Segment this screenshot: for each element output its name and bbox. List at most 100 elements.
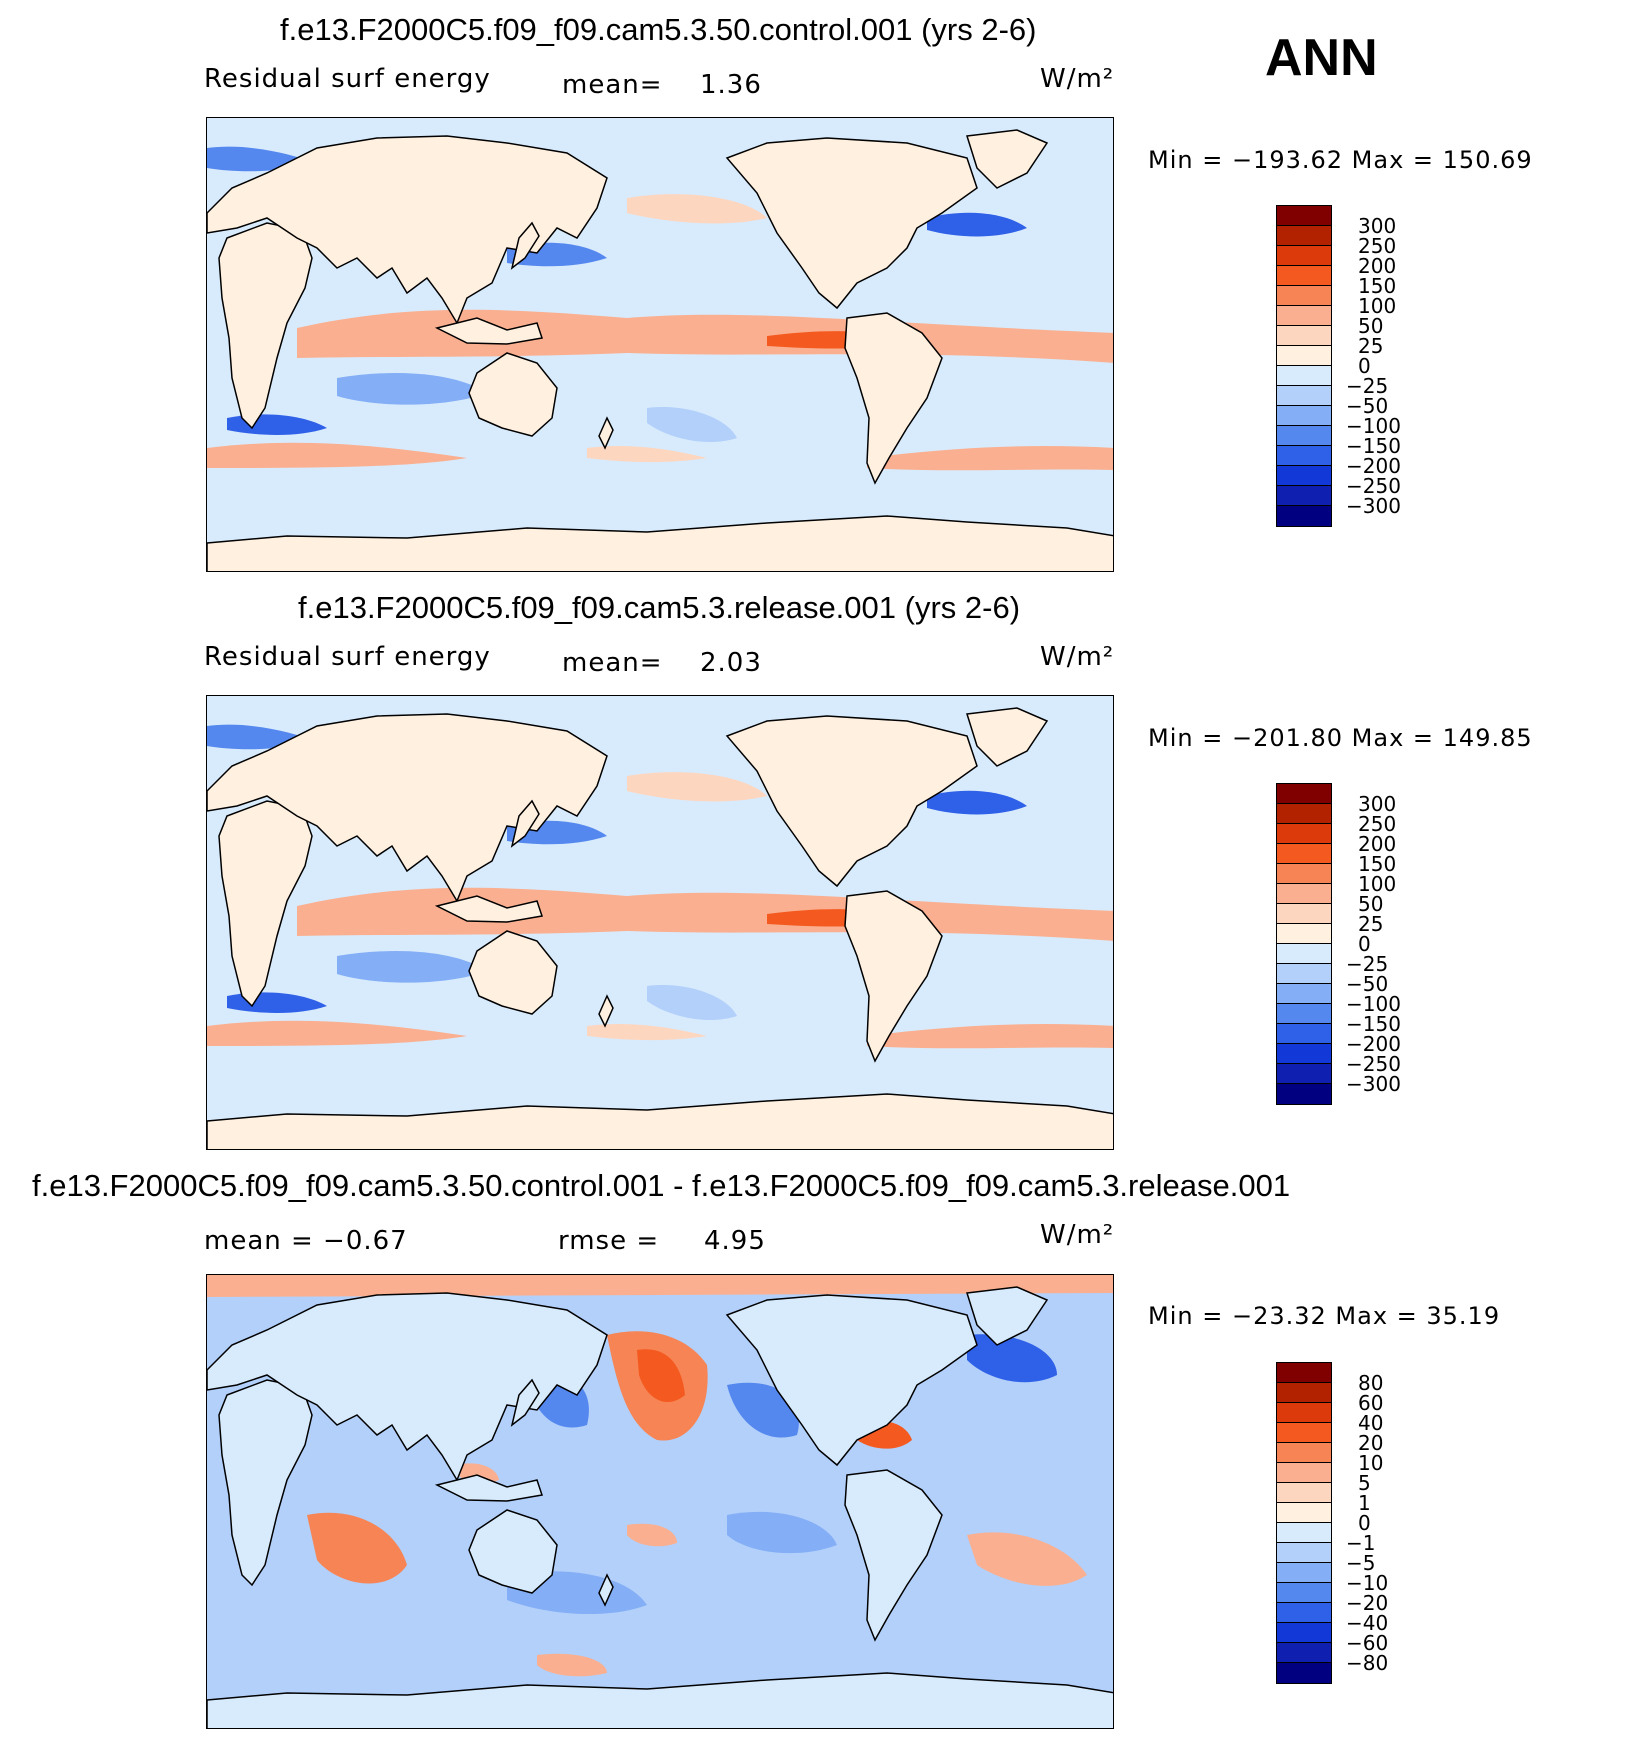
season-label: ANN bbox=[1265, 29, 1378, 87]
colorbar-tick-label: −50 bbox=[1346, 972, 1389, 996]
colorbar-tick-label: 50 bbox=[1358, 892, 1384, 916]
colorbar-swatch bbox=[1277, 1483, 1331, 1503]
min-max-label: Min = −193.62 Max = 150.69 bbox=[1148, 146, 1533, 174]
colorbar-tick-label: −300 bbox=[1346, 1072, 1401, 1096]
colorbar-swatch bbox=[1277, 266, 1331, 286]
colorbar-tick-label: 60 bbox=[1358, 1391, 1384, 1415]
colorbar-tick-label: 100 bbox=[1358, 872, 1397, 896]
map-plot bbox=[206, 1274, 1114, 1729]
colorbar-tick-label: 200 bbox=[1358, 254, 1397, 278]
colorbar-swatch bbox=[1277, 486, 1331, 506]
colorbar-swatch bbox=[1277, 1024, 1331, 1044]
colorbar-swatch bbox=[1277, 884, 1331, 904]
colorbar-swatch bbox=[1277, 804, 1331, 824]
colorbar-tick-label: −5 bbox=[1346, 1551, 1376, 1575]
panel-title: f.e13.F2000C5.f09_f09.cam5.3.50.control.… bbox=[32, 1168, 1291, 1203]
rmse-value: 4.95 bbox=[704, 1226, 766, 1256]
min-max-label: Min = −201.80 Max = 149.85 bbox=[1148, 724, 1533, 752]
colorbar-boxes bbox=[1276, 783, 1332, 1105]
colorbar-swatch bbox=[1277, 306, 1331, 326]
colorbar-swatch bbox=[1277, 1543, 1331, 1563]
colorbar bbox=[1276, 205, 1332, 527]
colorbar-swatch bbox=[1277, 784, 1331, 804]
colorbar-swatch bbox=[1277, 1403, 1331, 1423]
colorbar-tick-label: 0 bbox=[1358, 1511, 1371, 1535]
colorbar-tick-label: 150 bbox=[1358, 274, 1397, 298]
colorbar-tick-label: −250 bbox=[1346, 1052, 1401, 1076]
variable-label: Residual surf energy bbox=[204, 64, 491, 94]
colorbar-tick-label: 40 bbox=[1358, 1411, 1384, 1435]
colorbar-tick-label: 300 bbox=[1358, 214, 1397, 238]
mean-label: mean= bbox=[562, 70, 663, 100]
colorbar-tick-label: −40 bbox=[1346, 1611, 1389, 1635]
map-svg bbox=[207, 1275, 1114, 1729]
rmse-label: rmse = bbox=[558, 1226, 660, 1256]
colorbar-boxes bbox=[1276, 205, 1332, 527]
colorbar-swatch bbox=[1277, 1603, 1331, 1623]
colorbar-swatch bbox=[1277, 1463, 1331, 1483]
colorbar-swatch bbox=[1277, 406, 1331, 426]
colorbar-swatch bbox=[1277, 246, 1331, 266]
mean-label: mean= bbox=[562, 648, 663, 678]
colorbar-swatch bbox=[1277, 506, 1331, 526]
colorbar-tick-label: 10 bbox=[1358, 1451, 1384, 1475]
map-plot bbox=[206, 117, 1114, 572]
colorbar-swatch bbox=[1277, 226, 1331, 246]
colorbar-swatch bbox=[1277, 1084, 1331, 1104]
colorbar-tick-label: −150 bbox=[1346, 1012, 1401, 1036]
colorbar-tick-label: 200 bbox=[1358, 832, 1397, 856]
colorbar bbox=[1276, 1362, 1332, 1684]
colorbar-swatch bbox=[1277, 844, 1331, 864]
colorbar-tick-label: 150 bbox=[1358, 852, 1397, 876]
colorbar-swatch bbox=[1277, 466, 1331, 486]
colorbar-swatch bbox=[1277, 1064, 1331, 1084]
colorbar-tick-label: −50 bbox=[1346, 394, 1389, 418]
colorbar-swatch bbox=[1277, 864, 1331, 884]
colorbar-swatch bbox=[1277, 326, 1331, 346]
units-label: W/m² bbox=[1040, 1220, 1115, 1250]
colorbar-tick-label: −100 bbox=[1346, 992, 1401, 1016]
colorbar-tick-label: 80 bbox=[1358, 1371, 1384, 1395]
colorbar-tick-label: −150 bbox=[1346, 434, 1401, 458]
colorbar-swatch bbox=[1277, 1423, 1331, 1443]
colorbar-swatch bbox=[1277, 1583, 1331, 1603]
colorbar-tick-label: −1 bbox=[1346, 1531, 1376, 1555]
colorbar-swatch bbox=[1277, 924, 1331, 944]
colorbar-swatch bbox=[1277, 904, 1331, 924]
colorbar-swatch bbox=[1277, 944, 1331, 964]
colorbar-tick-label: 1 bbox=[1358, 1491, 1371, 1515]
colorbar-swatch bbox=[1277, 984, 1331, 1004]
colorbar-swatch bbox=[1277, 1643, 1331, 1663]
colorbar-swatch bbox=[1277, 1563, 1331, 1583]
colorbar-tick-label: 5 bbox=[1358, 1471, 1371, 1495]
colorbar-tick-label: −300 bbox=[1346, 494, 1401, 518]
colorbar-boxes bbox=[1276, 1362, 1332, 1684]
colorbar-swatch bbox=[1277, 824, 1331, 844]
colorbar-swatch bbox=[1277, 366, 1331, 386]
colorbar-swatch bbox=[1277, 1663, 1331, 1683]
colorbar-tick-label: 250 bbox=[1358, 812, 1397, 836]
colorbar-tick-label: −200 bbox=[1346, 1032, 1401, 1056]
colorbar-tick-label: 50 bbox=[1358, 314, 1384, 338]
colorbar-tick-label: 0 bbox=[1358, 354, 1371, 378]
map-svg bbox=[207, 118, 1114, 572]
map-svg bbox=[207, 696, 1114, 1150]
colorbar-swatch bbox=[1277, 1503, 1331, 1523]
colorbar-tick-label: 300 bbox=[1358, 792, 1397, 816]
colorbar-tick-label: 250 bbox=[1358, 234, 1397, 258]
variable-label: Residual surf energy bbox=[204, 642, 491, 672]
colorbar-tick-label: −250 bbox=[1346, 474, 1401, 498]
colorbar-swatch bbox=[1277, 386, 1331, 406]
min-max-label: Min = −23.32 Max = 35.19 bbox=[1148, 1302, 1501, 1330]
units-label: W/m² bbox=[1040, 64, 1115, 94]
colorbar-tick-label: 20 bbox=[1358, 1431, 1384, 1455]
colorbar-swatch bbox=[1277, 1523, 1331, 1543]
colorbar-swatch bbox=[1277, 964, 1331, 984]
colorbar-swatch bbox=[1277, 1363, 1331, 1383]
colorbar-tick-label: 100 bbox=[1358, 294, 1397, 318]
colorbar-tick-label: 0 bbox=[1358, 932, 1371, 956]
panel-title: f.e13.F2000C5.f09_f09.cam5.3.release.001… bbox=[298, 590, 1021, 625]
colorbar-swatch bbox=[1277, 1443, 1331, 1463]
mean-label: mean = −0.67 bbox=[204, 1226, 408, 1256]
